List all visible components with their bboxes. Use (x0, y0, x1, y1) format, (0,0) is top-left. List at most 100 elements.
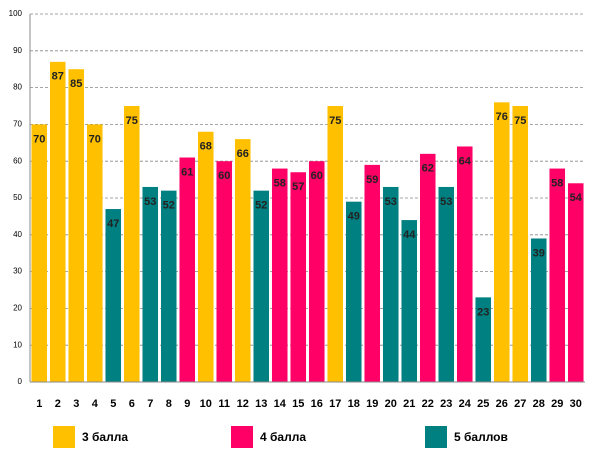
bar (401, 220, 418, 382)
data-label: 85 (70, 78, 82, 90)
y-tick-label: 40 (13, 230, 22, 239)
bar (105, 209, 122, 382)
legend-swatch (231, 426, 253, 448)
bar (345, 201, 362, 382)
data-label: 75 (329, 115, 341, 127)
bar (419, 153, 436, 382)
data-label: 70 (33, 133, 45, 145)
x-tick-label: 2 (55, 398, 61, 410)
data-label: 49 (348, 211, 360, 223)
data-label: 57 (292, 181, 304, 193)
data-label: 44 (403, 229, 416, 241)
data-label: 53 (144, 196, 156, 208)
bar (142, 186, 159, 382)
data-label: 60 (311, 170, 323, 182)
bar (49, 61, 66, 383)
x-tick-label: 12 (237, 398, 249, 410)
data-label: 47 (107, 218, 119, 230)
data-label: 60 (218, 170, 230, 182)
data-label: 59 (366, 174, 378, 186)
data-label: 53 (385, 196, 397, 208)
bar (567, 183, 584, 382)
bar (86, 124, 103, 383)
x-tick-label: 3 (73, 398, 79, 410)
x-tick-label: 19 (366, 398, 378, 410)
x-tick-label: 10 (200, 398, 212, 410)
bar (216, 161, 233, 382)
bar (364, 164, 381, 382)
x-tick-label: 11 (218, 398, 230, 410)
data-label: 75 (126, 115, 138, 127)
x-tick-label: 27 (514, 398, 526, 410)
bar (549, 168, 566, 382)
data-label: 23 (477, 306, 489, 318)
legend-label: 3 балла (82, 430, 128, 444)
y-tick-label: 60 (13, 156, 22, 165)
bar (197, 131, 214, 382)
x-tick-label: 17 (329, 398, 341, 410)
data-label: 75 (514, 115, 526, 127)
bar (253, 190, 270, 382)
legend-swatch (425, 426, 447, 448)
x-tick-label: 21 (403, 398, 415, 410)
x-tick-label: 29 (551, 398, 563, 410)
data-label: 58 (274, 177, 286, 189)
x-tick-label: 9 (184, 398, 190, 410)
data-label: 62 (422, 163, 434, 175)
y-tick-label: 0 (18, 377, 23, 386)
x-tick-label: 30 (570, 398, 582, 410)
x-tick-label: 26 (496, 398, 508, 410)
y-tick-label: 70 (13, 120, 22, 129)
data-label: 39 (533, 247, 545, 259)
data-label: 66 (237, 148, 249, 160)
x-tick-label: 18 (348, 398, 360, 410)
bar (234, 139, 251, 382)
x-tick-label: 16 (311, 398, 323, 410)
x-tick-label: 15 (292, 398, 304, 410)
x-tick-label: 20 (385, 398, 397, 410)
data-label: 54 (570, 192, 583, 204)
data-label: 68 (200, 141, 212, 153)
bar (530, 238, 547, 382)
bar (68, 69, 85, 382)
bar (512, 106, 529, 382)
bar (438, 186, 455, 382)
legend-label: 4 балла (260, 430, 306, 444)
x-tick-label: 8 (166, 398, 172, 410)
data-label: 52 (255, 200, 267, 212)
y-tick-label: 50 (13, 193, 22, 202)
bar (475, 297, 492, 382)
bar (290, 172, 307, 382)
x-tick-label: 28 (533, 398, 545, 410)
y-tick-label: 90 (13, 46, 22, 55)
x-tick-label: 5 (110, 398, 116, 410)
bar (271, 168, 288, 382)
x-tick-label: 6 (129, 398, 135, 410)
legend-swatch (53, 426, 75, 448)
x-tick-label: 13 (255, 398, 267, 410)
bar (308, 161, 325, 382)
bar (123, 106, 140, 382)
x-tick-label: 14 (274, 398, 287, 410)
bar (179, 157, 196, 382)
bar (493, 102, 510, 382)
x-tick-label: 22 (422, 398, 434, 410)
x-tick-label: 1 (36, 398, 42, 410)
x-tick-label: 23 (440, 398, 452, 410)
y-tick-label: 20 (13, 304, 22, 313)
bar (382, 186, 399, 382)
bar (160, 190, 177, 382)
data-label: 52 (163, 200, 175, 212)
x-tick-label: 24 (459, 398, 472, 410)
data-label: 76 (496, 111, 508, 123)
y-tick-label: 30 (13, 267, 22, 276)
bar (456, 146, 473, 382)
y-tick-label: 80 (13, 83, 22, 92)
x-tick-label: 4 (92, 398, 99, 410)
bar (327, 106, 344, 382)
y-tick-label: 100 (9, 9, 23, 18)
data-label: 87 (52, 71, 64, 83)
data-label: 53 (440, 196, 452, 208)
x-tick-label: 25 (477, 398, 489, 410)
